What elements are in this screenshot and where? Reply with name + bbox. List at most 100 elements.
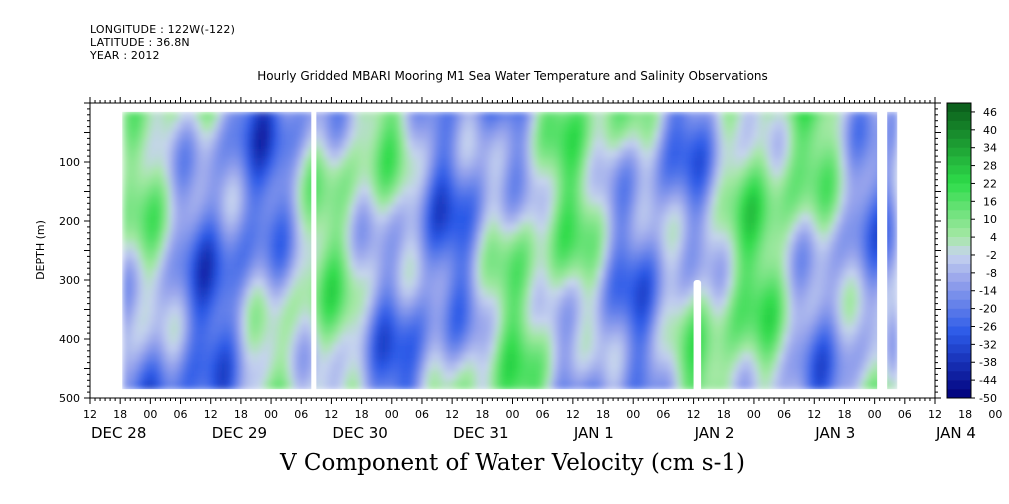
year-label: YEAR : 2012	[90, 49, 160, 62]
colorbar-label: 16	[983, 195, 997, 208]
colorbar-swatch	[947, 210, 971, 220]
x-hour-label: 06	[536, 408, 550, 421]
x-hour-label: 12	[807, 408, 821, 421]
x-hour-label: 18	[475, 408, 489, 421]
x-hour-label: 18	[717, 408, 731, 421]
x-hour-label: 18	[596, 408, 610, 421]
colorbar-label: -50	[979, 392, 997, 405]
colorbar-swatch	[947, 174, 971, 184]
colorbar-swatch	[947, 353, 971, 363]
x-hour-label: 18	[113, 408, 127, 421]
colorbar-swatch	[947, 281, 971, 292]
colorbar-label: -38	[979, 356, 997, 369]
axis-ticks	[84, 97, 941, 404]
x-date-label: JAN 4	[935, 424, 976, 442]
colorbar-swatch	[947, 335, 971, 345]
colorbar	[946, 102, 975, 399]
colorbar-label: -26	[979, 320, 997, 333]
colorbar-label: -44	[979, 374, 997, 387]
colorbar-labels: 46 40 34 28 22 16 10 4 -2 -8 -14 -20 -26 -32 -38 -44 -50	[979, 106, 997, 405]
x-date-label: DEC 28	[91, 424, 146, 442]
x-date-label: DEC 31	[453, 424, 508, 442]
colorbar-swatch	[947, 156, 971, 166]
colorbar-swatch	[947, 129, 971, 140]
colorbar-label: -20	[979, 303, 997, 316]
x-hour-labels: 12 18 00 06 12 18 00 06 12 18 00 06 12 18 00 06 12 18 00 06…	[83, 408, 1002, 421]
y-tick-labels: 100 200 300 400 500	[59, 156, 80, 405]
x-date-label: DEC 30	[332, 424, 387, 442]
colorbar-swatch	[947, 237, 971, 247]
colorbar-swatch	[947, 246, 971, 256]
x-hour-label: 00	[506, 408, 520, 421]
chart-title: Hourly Gridded MBARI Mooring M1 Sea Wate…	[257, 69, 768, 83]
colorbar-label: 4	[990, 231, 997, 244]
x-date-label: DEC 29	[212, 424, 267, 442]
colorbar-swatch	[947, 380, 971, 390]
colorbar-label: -32	[979, 338, 997, 351]
x-hour-label: 00	[264, 408, 278, 421]
colorbar-label: -8	[986, 267, 997, 280]
variable-label: V Component of Water Velocity (cm s-1)	[280, 450, 745, 476]
colorbar-swatch	[947, 317, 971, 327]
x-hour-label: 18	[234, 408, 248, 421]
colorbar-swatch	[947, 371, 971, 381]
heatmap-field	[122, 111, 899, 390]
y-tick-label: 300	[59, 274, 80, 287]
colorbar-swatch	[947, 201, 971, 211]
longitude-label: LONGITUDE : 122W(-122)	[90, 23, 236, 36]
colorbar-swatch	[947, 147, 971, 157]
x-hour-label: 12	[324, 408, 338, 421]
colorbar-label: 40	[983, 124, 997, 137]
colorbar-swatch	[947, 344, 971, 354]
colorbar-label: -2	[986, 249, 997, 262]
x-hour-label: 12	[445, 408, 459, 421]
x-hour-label: 06	[174, 408, 188, 421]
colorbar-swatch	[947, 362, 971, 372]
colorbar-swatch	[947, 138, 971, 148]
y-tick-label: 500	[59, 392, 80, 405]
colorbar-swatch	[947, 165, 971, 175]
colorbar-label: -14	[979, 285, 997, 298]
colorbar-label: 10	[983, 213, 997, 226]
y-tick-label: 400	[59, 333, 80, 346]
x-hour-label: 06	[898, 408, 912, 421]
x-hour-label: 06	[656, 408, 670, 421]
x-hour-label: 00	[747, 408, 761, 421]
colorbar-swatch	[947, 326, 971, 336]
colorbar-swatch	[947, 272, 971, 283]
y-tick-label: 100	[59, 156, 80, 169]
colorbar-frame	[946, 102, 972, 399]
y-tick-label: 200	[59, 215, 80, 228]
colorbar-swatch	[947, 192, 971, 202]
y-axis-label: DEPTH (m)	[34, 220, 47, 280]
colorbar-swatch	[947, 290, 971, 300]
x-hour-label: 12	[204, 408, 218, 421]
x-hour-label: 12	[687, 408, 701, 421]
colorbar-label: 22	[983, 177, 997, 190]
colorbar-swatch	[947, 254, 971, 265]
x-hour-label: 00	[626, 408, 640, 421]
x-date-label: JAN 1	[573, 424, 614, 442]
x-hour-label: 06	[294, 408, 308, 421]
x-hour-label: 00	[868, 408, 882, 421]
colorbar-swatch	[947, 299, 971, 309]
x-date-label: JAN 2	[694, 424, 735, 442]
colorbar-swatch	[947, 219, 971, 229]
x-hour-label: 18	[958, 408, 972, 421]
colorbar-swatch	[947, 389, 971, 399]
colorbar-swatch	[947, 183, 971, 193]
colorbar-swatch	[947, 263, 971, 274]
x-hour-label: 00	[385, 408, 399, 421]
colorbar-label: 34	[983, 142, 997, 155]
x-hour-label: 12	[928, 408, 942, 421]
x-hour-label: 06	[415, 408, 429, 421]
data-gaps	[82, 104, 934, 397]
x-date-labels: DEC 28 DEC 29 DEC 30 DEC 31 JAN 1 JAN 2 JAN 3 J…	[91, 424, 976, 442]
x-hour-label: 00	[988, 408, 1002, 421]
x-date-label: JAN 3	[814, 424, 855, 442]
x-hour-label: 18	[355, 408, 369, 421]
x-hour-label: 12	[566, 408, 580, 421]
x-hour-label: 18	[837, 408, 851, 421]
colorbar-label: 46	[983, 106, 997, 119]
